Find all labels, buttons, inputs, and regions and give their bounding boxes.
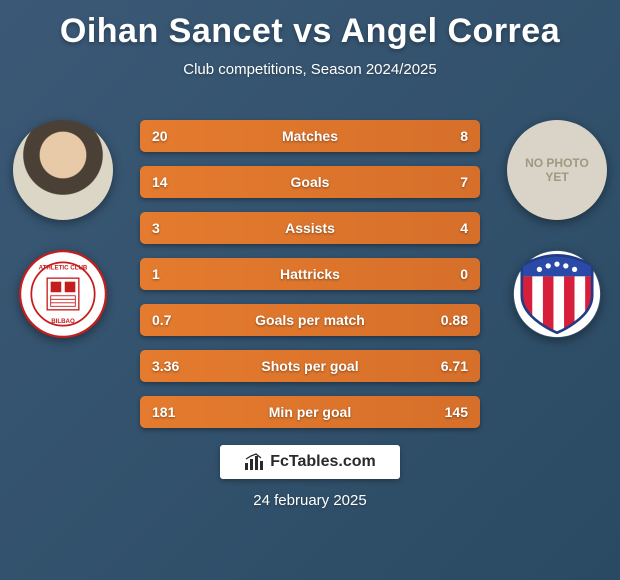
stat-left-value: 0.7: [152, 312, 192, 328]
stat-row: 20Matches8: [140, 120, 480, 152]
stat-row: 0.7Goals per match0.88: [140, 304, 480, 336]
player-left-avatar: [13, 120, 113, 220]
footer-brand-badge: FcTables.com: [220, 445, 400, 479]
chart-icon: [244, 453, 264, 471]
stat-label: Matches: [192, 128, 428, 144]
page-title: Oihan Sancet vs Angel Correa: [0, 0, 620, 51]
stat-rows: 20Matches814Goals73Assists41Hattricks00.…: [140, 120, 480, 428]
stat-label: Shots per goal: [192, 358, 428, 374]
stat-left-value: 181: [152, 404, 192, 420]
stat-left-value: 14: [152, 174, 192, 190]
stat-right-value: 4: [428, 220, 468, 236]
stat-label: Assists: [192, 220, 428, 236]
club-left-logo: ATHLETIC CLUB BILBAO: [19, 250, 107, 338]
stat-row: 1Hattricks0: [140, 258, 480, 290]
left-player-column: ATHLETIC CLUB BILBAO: [8, 120, 118, 338]
club-right-logo: [513, 250, 601, 338]
stat-left-value: 3.36: [152, 358, 192, 374]
stat-label: Goals per match: [192, 312, 428, 328]
stat-label: Hattricks: [192, 266, 428, 282]
stat-right-value: 7: [428, 174, 468, 190]
stat-row: 14Goals7: [140, 166, 480, 198]
svg-text:ATHLETIC CLUB: ATHLETIC CLUB: [39, 264, 88, 271]
stat-right-value: 6.71: [428, 358, 468, 374]
svg-text:BILBAO: BILBAO: [51, 318, 75, 325]
player-right-placeholder: NO PHOTO YET: [515, 156, 599, 185]
stat-right-value: 8: [428, 128, 468, 144]
stat-label: Min per goal: [192, 404, 428, 420]
stat-left-value: 1: [152, 266, 192, 282]
stat-row: 181Min per goal145: [140, 396, 480, 428]
stat-right-value: 0: [428, 266, 468, 282]
stat-row: 3Assists4: [140, 212, 480, 244]
stat-label: Goals: [192, 174, 428, 190]
stat-right-value: 145: [428, 404, 468, 420]
right-player-column: NO PHOTO YET: [502, 120, 612, 338]
stat-row: 3.36Shots per goal6.71: [140, 350, 480, 382]
page-subtitle: Club competitions, Season 2024/2025: [0, 61, 620, 78]
footer-brand-text: FcTables.com: [270, 453, 376, 471]
footer-date: 24 february 2025: [0, 492, 620, 509]
stat-left-value: 20: [152, 128, 192, 144]
stat-right-value: 0.88: [428, 312, 468, 328]
stat-left-value: 3: [152, 220, 192, 236]
player-right-avatar: NO PHOTO YET: [507, 120, 607, 220]
